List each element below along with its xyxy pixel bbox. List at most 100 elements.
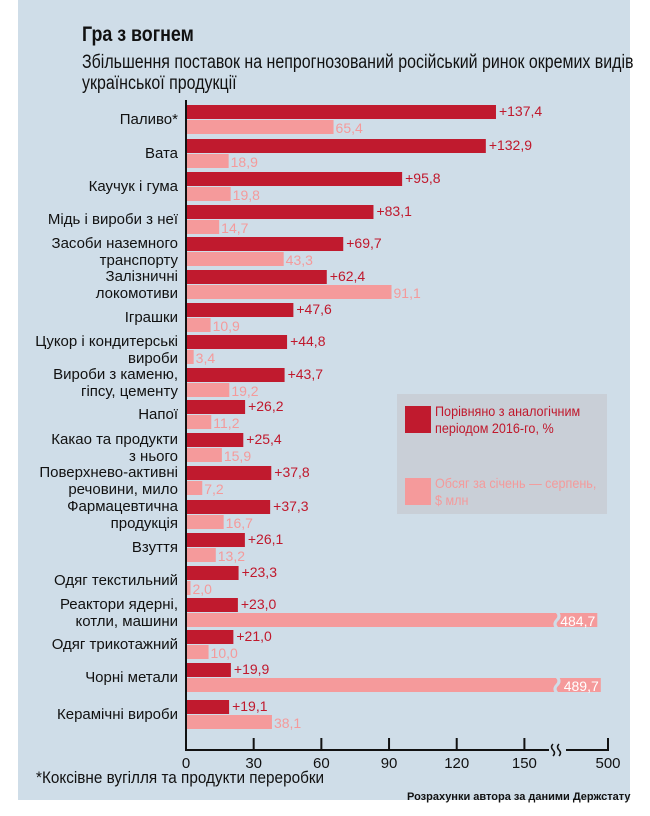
value-label-volume: 489,7 — [564, 678, 599, 694]
bar-change — [186, 105, 496, 119]
value-label-volume: 10,9 — [213, 318, 240, 334]
category-label: Вироби з каменю, — [53, 366, 178, 383]
value-label-volume: 19,2 — [231, 383, 258, 399]
category-label: Залізничні — [106, 268, 178, 285]
value-label-change: +69,7 — [346, 235, 382, 251]
value-label-volume: 15,9 — [224, 448, 251, 464]
category-label: Одяг текстильний — [54, 572, 178, 589]
category-label: речовини, мило — [68, 481, 178, 498]
bar-volume — [186, 715, 272, 729]
category-label: гіпсу, цементу — [81, 383, 179, 400]
bar-volume — [186, 154, 229, 168]
chart-title: Гра з вогнем — [82, 23, 194, 46]
legend-label-change: Порівняно з аналогічним періодом 2016-го… — [435, 403, 581, 436]
category-label: Напої — [138, 406, 179, 423]
bar-volume — [186, 515, 224, 529]
source-note: Розрахунки автора за даними Держстату — [407, 791, 631, 803]
category-label: Іграшки — [125, 309, 178, 326]
bar-volume — [186, 285, 392, 299]
x-tick-label: 150 — [512, 755, 537, 772]
value-label-volume: 18,9 — [231, 154, 258, 170]
value-label-volume: 38,1 — [274, 715, 301, 731]
x-tick-label: 500 — [595, 755, 620, 772]
bar-change — [186, 400, 246, 414]
category-label: Какао та продукти — [51, 431, 178, 448]
bar-volume — [186, 252, 284, 266]
value-label-change: +23,0 — [241, 596, 277, 612]
bar-volume — [186, 448, 222, 462]
bar-change — [186, 533, 245, 547]
category-label: Каучук і гума — [89, 178, 179, 195]
bar-change — [186, 172, 403, 186]
category-label: локомотиви — [96, 285, 178, 302]
value-label-volume: 91,1 — [394, 285, 421, 301]
bar-change — [186, 700, 230, 714]
bar-change — [186, 205, 374, 219]
bar-volume — [186, 678, 601, 692]
bar-change — [186, 139, 486, 153]
bar-change — [186, 237, 344, 251]
bar-change — [186, 270, 327, 284]
category-label: Цукор і кондитерські — [35, 333, 178, 350]
value-label-volume: 11,2 — [213, 415, 239, 431]
category-label: продукція — [111, 515, 178, 532]
x-tick-label: 120 — [444, 755, 469, 772]
bar-volume — [186, 481, 203, 495]
legend-swatch-volume — [405, 478, 431, 505]
value-label-change: +62,4 — [330, 268, 366, 284]
category-label: Засоби наземного — [52, 235, 178, 252]
category-label: з нього — [129, 448, 178, 465]
category-label: Поверхнево-активні — [39, 464, 178, 481]
category-label: Керамічні вироби — [57, 706, 178, 723]
legend-label-volume: Обсяг за січень — серпень, $ млн — [435, 475, 597, 508]
value-label-volume: 13,2 — [218, 548, 245, 564]
bar-change — [186, 368, 285, 382]
value-label-volume: 43,3 — [286, 252, 313, 268]
value-label-volume: 65,4 — [336, 120, 363, 136]
bar-change — [186, 303, 294, 317]
x-tick-label: 60 — [313, 755, 330, 772]
value-label-volume: 16,7 — [226, 515, 253, 531]
value-label-change: +95,8 — [405, 170, 441, 186]
value-label-change: +25,4 — [246, 431, 282, 447]
legend-swatch-change — [405, 406, 431, 433]
value-label-change: +19,1 — [232, 698, 268, 714]
value-label-volume: 2,0 — [193, 581, 213, 597]
value-label-change: +47,6 — [296, 301, 332, 317]
category-label: Взуття — [132, 539, 178, 556]
value-label-change: +26,1 — [248, 531, 284, 547]
bar-break-icon — [553, 675, 561, 695]
category-label: Мідь і вироби з неї — [48, 211, 179, 228]
category-label: Реактори ядерні, — [60, 596, 178, 613]
category-label: Фармацевтична — [67, 498, 178, 515]
x-tick-label: 0 — [182, 755, 190, 772]
bar-volume — [186, 581, 191, 595]
bar-change — [186, 663, 231, 677]
bar-change — [186, 566, 239, 580]
bar-change — [186, 433, 244, 447]
value-label-volume: 7,2 — [204, 481, 224, 497]
category-label: Чорні метали — [85, 669, 178, 686]
value-label-change: +26,2 — [248, 398, 284, 414]
value-label-change: +23,3 — [242, 564, 278, 580]
value-label-change: +37,3 — [273, 498, 309, 514]
x-tick-label: 30 — [245, 755, 262, 772]
bar-volume — [186, 318, 211, 332]
value-label-volume: 3,4 — [196, 350, 216, 366]
bar-volume — [186, 383, 230, 397]
chart-subtitle: Збільшення поставок на непрогнозований р… — [82, 52, 634, 94]
bar-volume — [186, 187, 231, 201]
value-label-change: +137,4 — [499, 103, 542, 119]
footnote: *Коксівне вугілля та продукти переробки — [36, 768, 325, 787]
category-label: Паливо* — [120, 111, 178, 128]
value-label-volume: 10,0 — [211, 645, 238, 661]
bar-volume — [186, 415, 212, 429]
category-label: Вата — [145, 145, 179, 162]
bar-volume — [186, 120, 334, 134]
category-label: Одяг трикотажний — [52, 636, 178, 653]
bar-change — [186, 630, 234, 644]
bar-change — [186, 335, 288, 349]
category-label: транспорту — [100, 252, 179, 269]
bar-volume — [186, 220, 220, 234]
